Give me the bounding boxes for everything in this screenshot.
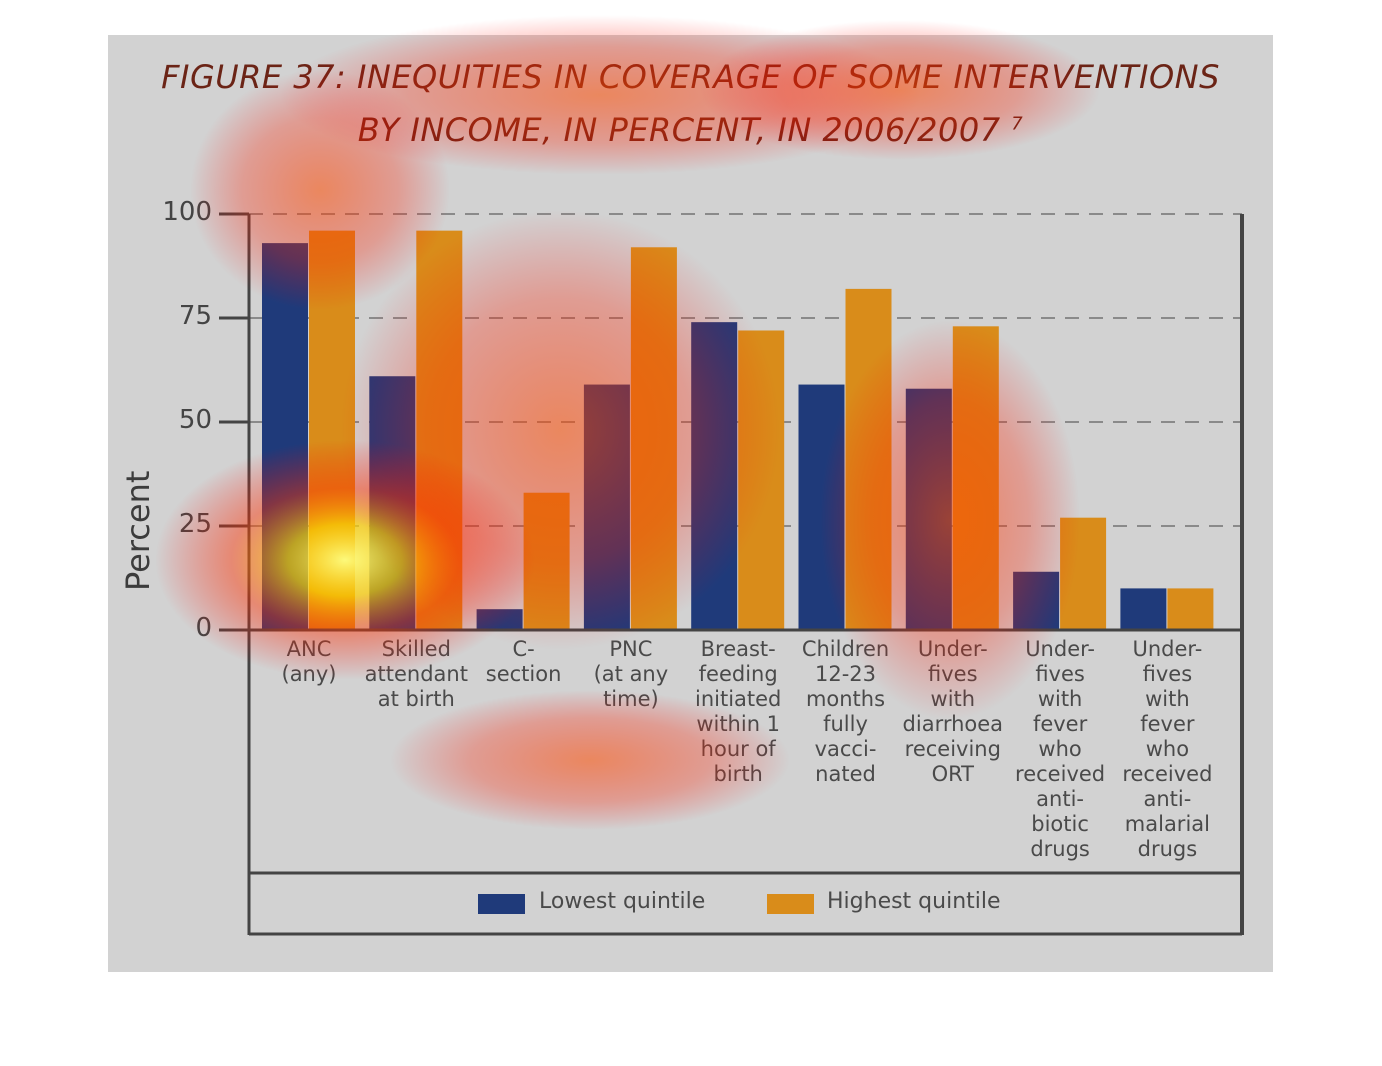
legend-label-lowest: Lowest quintile — [539, 889, 706, 914]
y-tick-label-50: 50 — [178, 405, 212, 435]
category-label-6: Under- fives with diarrhoea receiving OR… — [902, 637, 1004, 786]
bar-lowest-2 — [476, 609, 523, 630]
category-label-1: Skilled attendant at birth — [364, 637, 468, 711]
bar-highest-2 — [523, 492, 570, 630]
y-tick-label-100: 100 — [162, 197, 212, 227]
bar-lowest-4 — [691, 322, 738, 630]
category-label-2: C- section — [485, 637, 562, 686]
bar-highest-5 — [845, 288, 892, 630]
y-axis-title: Percent — [119, 470, 157, 591]
bar-lowest-1 — [369, 376, 416, 630]
bar-lowest-6 — [905, 388, 952, 630]
bar-highest-6 — [952, 326, 999, 630]
bar-highest-4 — [738, 330, 785, 630]
bar-lowest-8 — [1120, 588, 1167, 630]
category-label-4: Breast- feeding initiated within 1 hour … — [694, 637, 782, 786]
legend-label-highest: Highest quintile — [827, 889, 1001, 914]
bar-lowest-7 — [1013, 571, 1060, 630]
bar-highest-1 — [416, 230, 463, 630]
bar-lowest-5 — [798, 384, 845, 630]
category-label-5: Children 12-23 months fully vacci- nated — [801, 637, 890, 786]
y-tick-label-75: 75 — [178, 301, 212, 331]
bar-lowest-0 — [262, 243, 308, 630]
y-tick-label-0: 0 — [195, 613, 212, 643]
bar-lowest-3 — [583, 384, 630, 630]
bar-highest-0 — [309, 230, 355, 630]
category-label-3: PNC (at any time) — [593, 637, 669, 711]
category-label-8: Under- fives with fever who received ant… — [1122, 637, 1213, 861]
bar-highest-8 — [1167, 588, 1214, 630]
bar-highest-7 — [1060, 517, 1107, 630]
category-label-7: Under- fives with fever who received ant… — [1015, 637, 1106, 861]
category-label-0: ANC (any) — [281, 637, 337, 686]
bar-highest-3 — [630, 247, 677, 630]
legend-swatch-lowest — [478, 894, 525, 914]
legend-swatch-highest — [767, 894, 814, 914]
